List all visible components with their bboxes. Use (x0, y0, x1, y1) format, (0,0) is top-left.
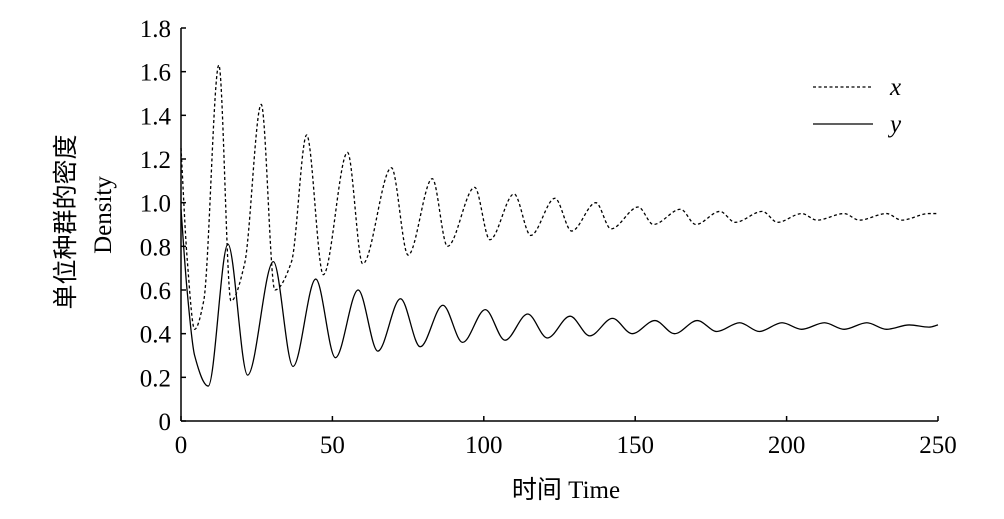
series-line-y (180, 209, 939, 387)
series-line-x (180, 64, 938, 330)
x-tick-label: 0 (175, 432, 188, 459)
y-axis-title-cn: 单位种群的密度 (52, 134, 80, 309)
x-tick-label: 250 (919, 432, 957, 459)
y-tick-label: 0.4 (140, 322, 172, 349)
y-tick-label: 0.6 (140, 278, 171, 305)
legend-label-x: x (889, 74, 901, 101)
x-tick-label: 200 (768, 432, 806, 459)
x-tick-label: 50 (320, 432, 345, 459)
legend: x y (813, 74, 902, 138)
x-tick-label: 150 (616, 432, 654, 459)
y-tick-label: 1.4 (140, 103, 172, 130)
y-tick-label: 0.8 (140, 234, 171, 261)
y-tick-label: 0.2 (140, 365, 171, 392)
legend-label-y: y (887, 111, 902, 138)
series-layer (180, 64, 939, 387)
y-tick-label: 1.0 (140, 191, 171, 218)
axes-layer (180, 28, 938, 422)
ticks-layer: 0 50 100 150 200 250 0 0.2 0.4 0.6 0.8 1.0 1.2 1.4 1.6… (140, 16, 957, 459)
y-tick-label: 1.2 (140, 147, 171, 174)
x-tick-label: 100 (465, 432, 503, 459)
y-axis-title-en: Density (90, 176, 117, 254)
y-tick-label: 0 (159, 409, 172, 436)
y-tick-label: 1.6 (140, 60, 171, 87)
y-tick-label: 1.8 (140, 16, 171, 43)
x-axis-title: 时间 Time (512, 476, 620, 504)
